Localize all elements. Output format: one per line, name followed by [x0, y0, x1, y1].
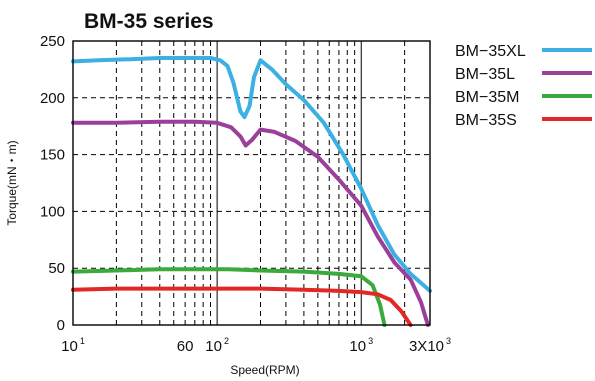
chart-title: BM-35 series: [84, 10, 214, 33]
y-axis-label: Torque(mN・m): [5, 140, 19, 225]
y-tick-label: 0: [57, 317, 65, 334]
legend-label: BM−35S: [455, 112, 517, 129]
x-tick-label: 3X10 3: [409, 336, 451, 355]
plot-frame: [72, 40, 431, 326]
x-tick-label: 10 2: [205, 336, 229, 355]
series-line-1: [71, 119, 430, 327]
x-tick-label: 60: [177, 338, 194, 355]
series-line-2: [71, 267, 387, 327]
legend-label: BM−35M: [455, 89, 519, 106]
series-line-0: [71, 56, 432, 293]
x-tick-label: 10 3: [349, 336, 373, 355]
y-tick-label: 250: [40, 33, 65, 50]
y-tick-label: 100: [40, 203, 65, 220]
legend: BM−35XL BM−35L BM−35M BM−35S: [455, 43, 592, 129]
y-tick-label: 50: [48, 260, 65, 277]
series-layer: [71, 56, 432, 327]
y-tick-labels: 0 50 100 150 200 250: [40, 33, 65, 334]
series-line-3: [71, 286, 413, 327]
x-axis-label: Speed(RPM): [230, 363, 299, 377]
y-tick-label: 150: [40, 147, 65, 164]
x-tick-label: 10 1: [61, 336, 85, 355]
legend-label: BM−35L: [455, 66, 515, 83]
legend-label: BM−35XL: [455, 43, 526, 60]
y-tick-label: 200: [40, 90, 65, 107]
x-tick-labels: 10 1 60 10 2 10 3 3X10 3: [61, 336, 451, 355]
